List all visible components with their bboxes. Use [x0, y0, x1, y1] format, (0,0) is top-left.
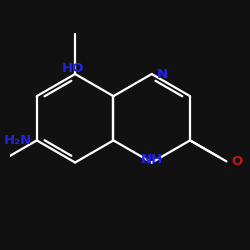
Text: HO: HO	[62, 62, 84, 74]
Text: NH: NH	[140, 153, 163, 166]
Text: N: N	[156, 68, 168, 80]
Text: H₂N: H₂N	[4, 134, 32, 147]
Text: O: O	[231, 155, 242, 168]
